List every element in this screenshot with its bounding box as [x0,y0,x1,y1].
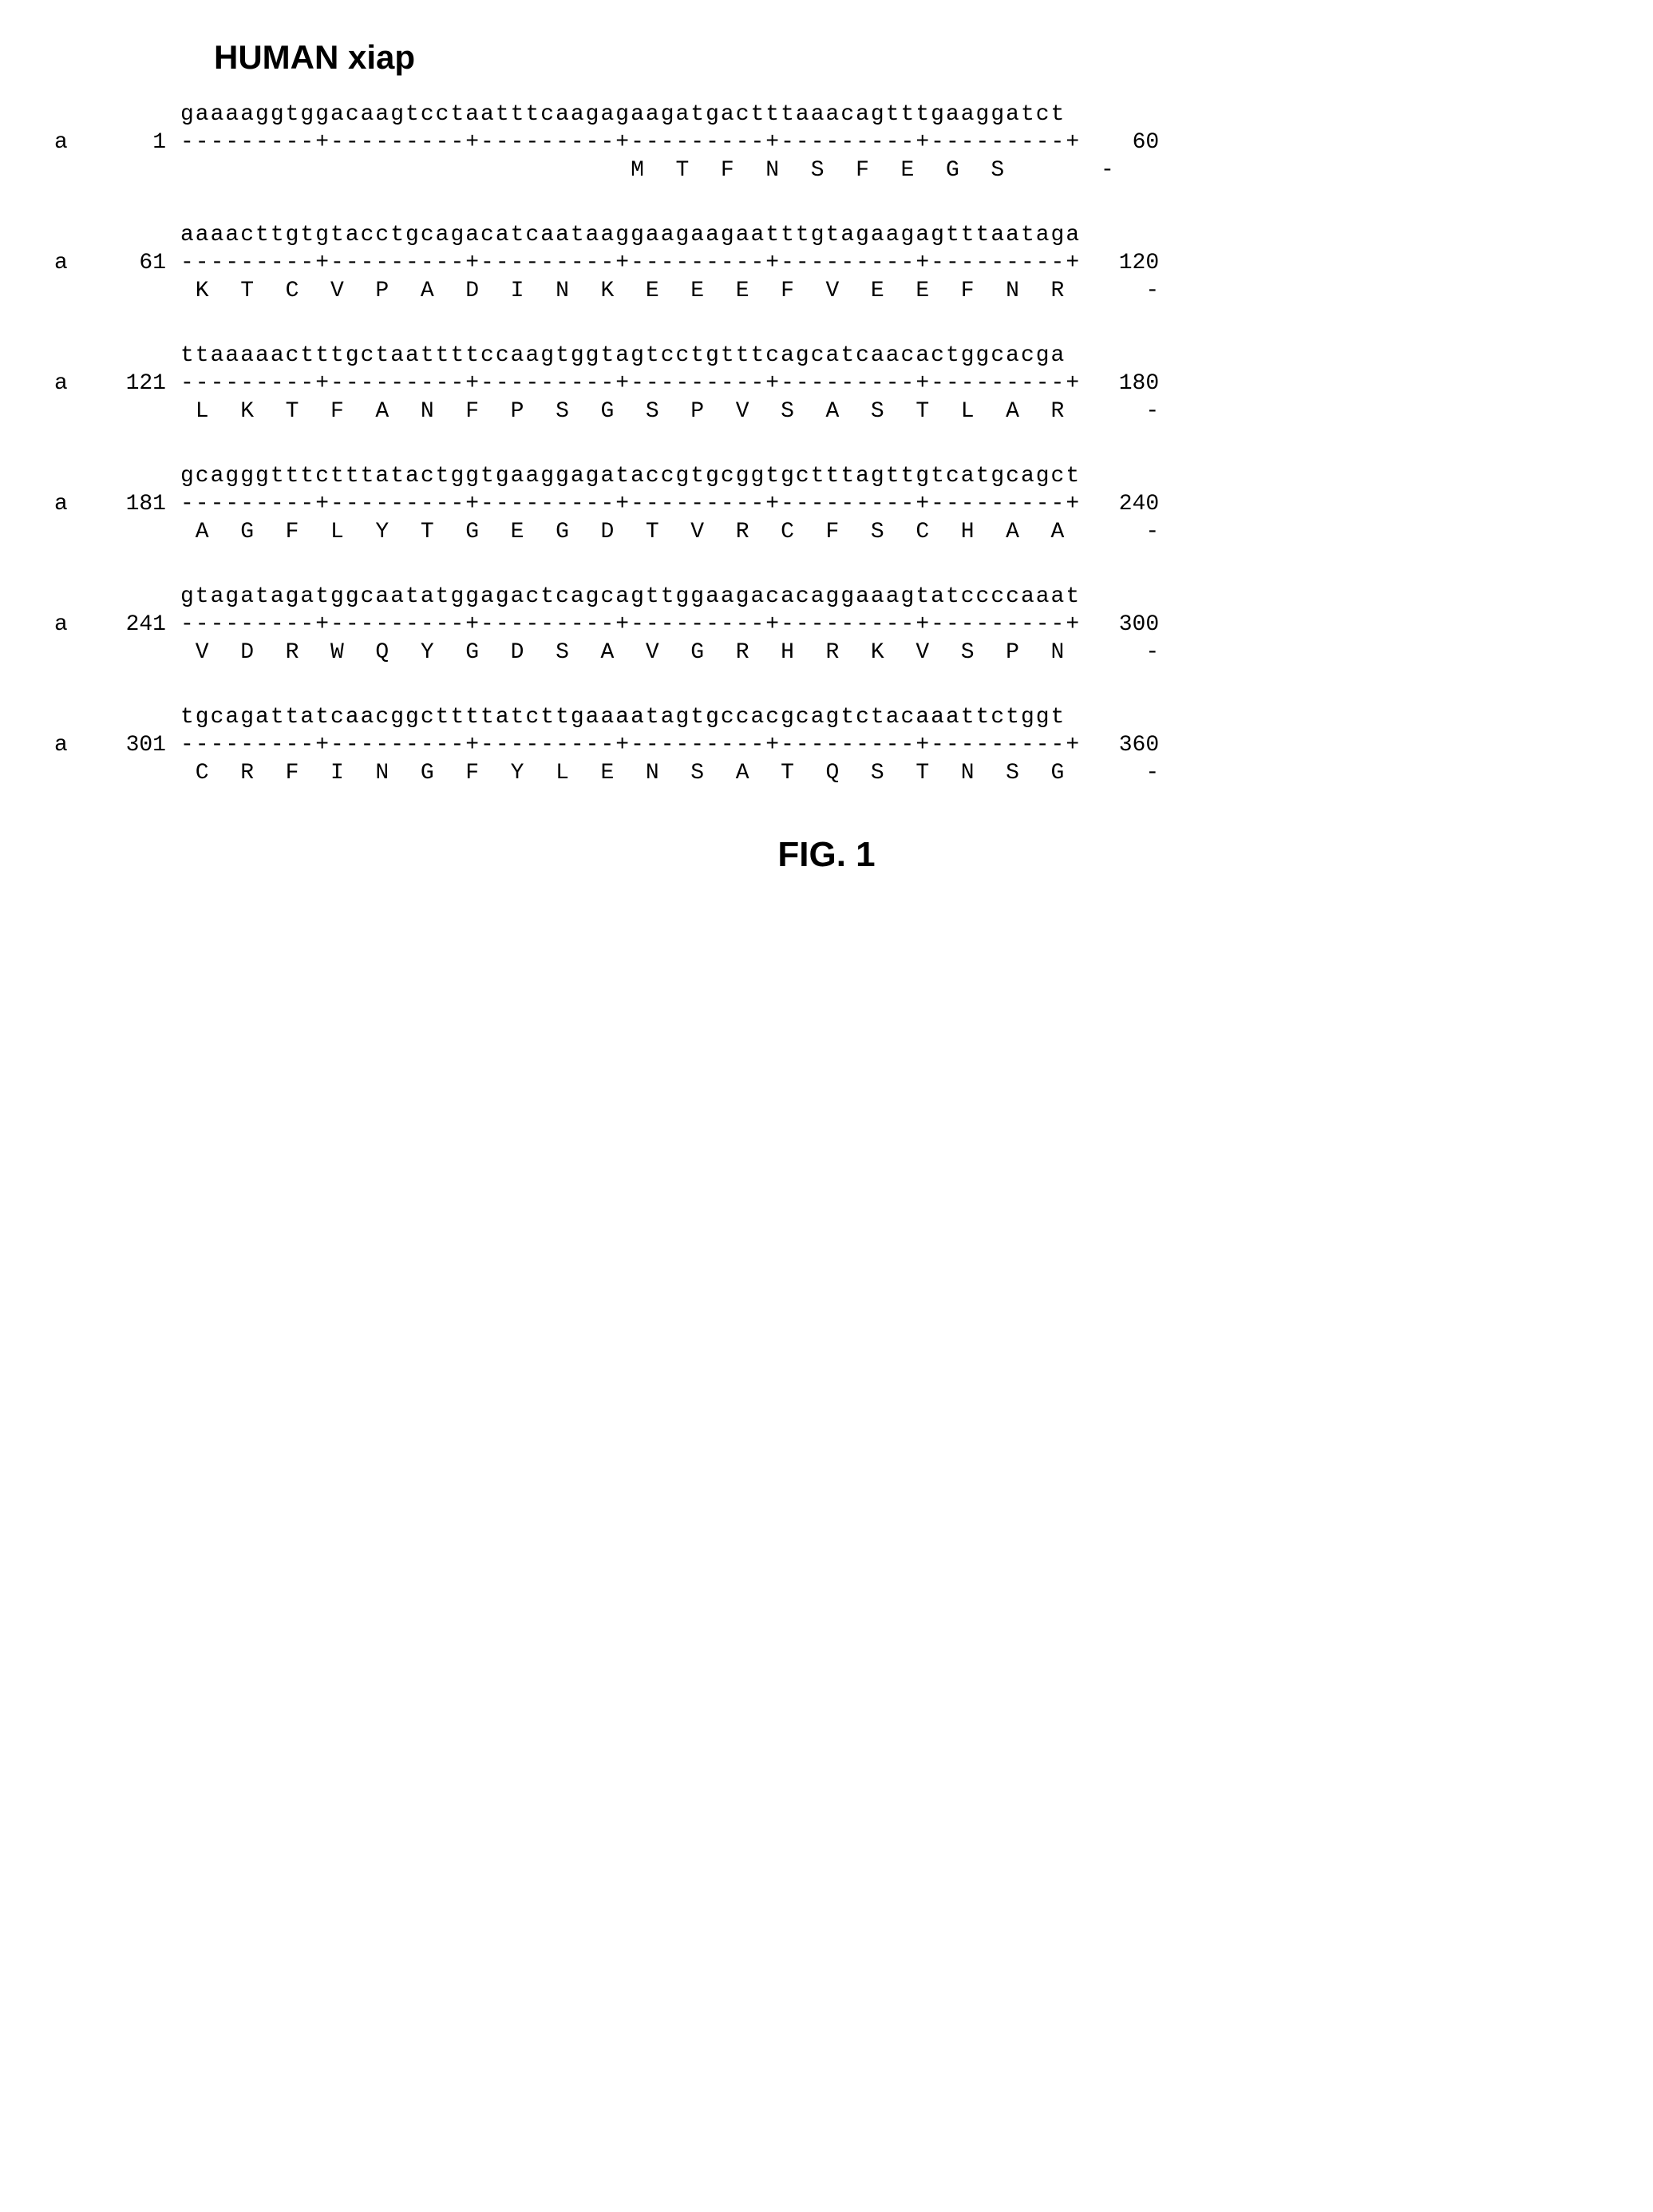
strand-label: a [54,249,102,277]
dna-sequence-row: ttaaaaactttgctaattttccaagtggtagtcctgtttc… [54,342,1599,370]
aa-end-marker: - [1081,518,1159,546]
dna-sequence-row: gaaaaggtggacaagtcctaatttcaagagaagatgactt… [54,101,1599,129]
ruler-row: a181---------+---------+---------+------… [54,490,1599,518]
amino-acid-sequence: M T F N S F E G S [180,156,1036,184]
strand-label: a [54,129,102,156]
strand-label: a [54,611,102,639]
position-end: 60 [1081,129,1159,156]
amino-acid-sequence: A G F L Y T G E G D T V R C F S C H A A [180,518,1081,546]
sequence-block: gcagggtttctttatactggtgaaggagataccgtgcggt… [54,462,1599,546]
sequence-block: aaaacttgtgtacctgcagacatcaataaggaagaagaat… [54,221,1599,305]
amino-acid-row: K T C V P A D I N K E E E F V E E F N R … [54,277,1599,305]
dna-sequence: gtagatagatggcaatatggagactcagcagttggaagac… [180,583,1081,611]
position-end: 300 [1081,611,1159,639]
amino-acid-row: V D R W Q Y G D S A V G R H R K V S P N … [54,639,1599,667]
strand-label: a [54,370,102,398]
amino-acid-row: A G F L Y T G E G D T V R C F S C H A A … [54,518,1599,546]
amino-acid-sequence: V D R W Q Y G D S A V G R H R K V S P N [180,639,1081,667]
figure-caption: FIG. 1 [54,835,1599,875]
aa-end-marker: - [1081,639,1159,667]
dna-sequence: gaaaaggtggacaagtcctaatttcaagagaagatgactt… [180,101,1066,129]
amino-acid-sequence: C R F I N G F Y L E N S A T Q S T N S G [180,759,1081,787]
ruler: ---------+---------+---------+---------+… [180,249,1081,277]
amino-acid-sequence: L K T F A N F P S G S P V S A S T L A R [180,398,1081,425]
position-end: 180 [1081,370,1159,398]
dna-sequence: ttaaaaactttgctaattttccaagtggtagtcctgtttc… [180,342,1066,370]
aa-end-marker: - [1081,759,1159,787]
sequence-block: gaaaaggtggacaagtcctaatttcaagagaagatgactt… [54,101,1599,184]
dna-sequence-row: gtagatagatggcaatatggagactcagcagttggaagac… [54,583,1599,611]
ruler-row: a61---------+---------+---------+-------… [54,249,1599,277]
amino-acid-row: M T F N S F E G S - [54,156,1599,184]
dna-sequence: gcagggtttctttatactggtgaaggagataccgtgcggt… [180,462,1081,490]
aa-end-marker: - [1081,277,1159,305]
sequence-block: tgcagattatcaacggcttttatcttgaaaatagtgccac… [54,703,1599,787]
sequence-block: ttaaaaactttgctaattttccaagtggtagtcctgtttc… [54,342,1599,425]
position-start: 241 [102,611,180,639]
sequence-container: gaaaaggtggacaagtcctaatttcaagagaagatgactt… [54,101,1599,787]
ruler-row: a121---------+---------+---------+------… [54,370,1599,398]
dna-sequence-row: aaaacttgtgtacctgcagacatcaataaggaagaagaat… [54,221,1599,249]
aa-end-marker: - [1081,398,1159,425]
position-end: 360 [1081,731,1159,759]
amino-acid-row: C R F I N G F Y L E N S A T Q S T N S G … [54,759,1599,787]
strand-label: a [54,731,102,759]
position-start: 121 [102,370,180,398]
position-end: 240 [1081,490,1159,518]
ruler-row: a1---------+---------+---------+--------… [54,129,1599,156]
sequence-block: gtagatagatggcaatatggagactcagcagttggaagac… [54,583,1599,667]
ruler: ---------+---------+---------+---------+… [180,611,1081,639]
position-start: 61 [102,249,180,277]
amino-acid-sequence: K T C V P A D I N K E E E F V E E F N R [180,277,1081,305]
dna-sequence-row: gcagggtttctttatactggtgaaggagataccgtgcggt… [54,462,1599,490]
ruler: ---------+---------+---------+---------+… [180,490,1081,518]
strand-label: a [54,490,102,518]
page-title: HUMAN xiap [214,38,1599,77]
position-start: 301 [102,731,180,759]
ruler: ---------+---------+---------+---------+… [180,370,1081,398]
amino-acid-row: L K T F A N F P S G S P V S A S T L A R … [54,398,1599,425]
ruler-row: a241---------+---------+---------+------… [54,611,1599,639]
ruler: ---------+---------+---------+---------+… [180,731,1081,759]
ruler-row: a301---------+---------+---------+------… [54,731,1599,759]
dna-sequence-row: tgcagattatcaacggcttttatcttgaaaatagtgccac… [54,703,1599,731]
dna-sequence: tgcagattatcaacggcttttatcttgaaaatagtgccac… [180,703,1066,731]
position-start: 1 [102,129,180,156]
aa-end-marker: - [1036,156,1114,184]
position-end: 120 [1081,249,1159,277]
dna-sequence: aaaacttgtgtacctgcagacatcaataaggaagaagaat… [180,221,1081,249]
position-start: 181 [102,490,180,518]
ruler: ---------+---------+---------+---------+… [180,129,1081,156]
